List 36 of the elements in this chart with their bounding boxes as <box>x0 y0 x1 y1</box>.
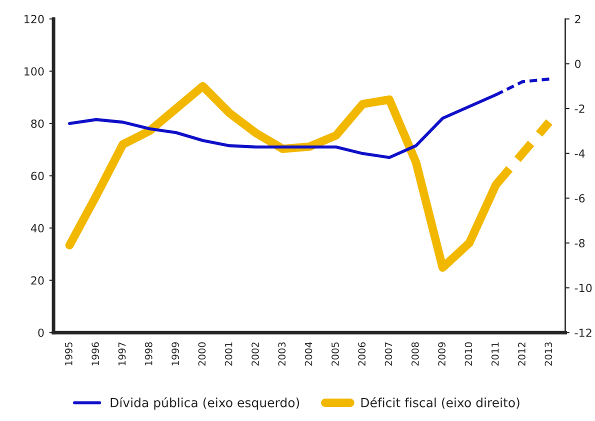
x-tick-label: 2003 <box>278 342 286 366</box>
x-tick-label: 2005 <box>332 342 339 366</box>
y2-tick-label: -6 <box>574 194 585 203</box>
y-tick-label: 0 <box>38 328 44 337</box>
y-tick-label: 40 <box>30 224 44 232</box>
legend-label: Dívida pública (eixo esquerdo) <box>110 397 300 410</box>
x-tick-label: 2010 <box>464 342 472 366</box>
y2-tick-label: -10 <box>574 284 592 292</box>
x-tick-label: 2006 <box>358 342 366 366</box>
x-tick-label: 1997 <box>118 342 126 366</box>
x-tick-label: 2007 <box>384 342 392 366</box>
x-tick-label: 2008 <box>411 342 419 366</box>
x-tick-label: 2004 <box>304 342 312 366</box>
y2-tick-label: -4 <box>574 149 585 158</box>
y2-tick-label: -8 <box>574 238 585 248</box>
x-tick-label: 1999 <box>172 342 179 366</box>
legend-label: Déficit fiscal (eixo direito) <box>361 397 520 409</box>
x-tick-label: 2013 <box>544 342 552 366</box>
y-tick-label: 80 <box>31 119 44 128</box>
x-tick-label: 2012 <box>518 342 526 366</box>
y2-tick-label: 2 <box>575 14 580 24</box>
x-tick-label: 2009 <box>438 342 446 366</box>
y-tick-label: 120 <box>24 14 44 24</box>
x-tick-label: 2001 <box>224 342 232 366</box>
x-tick-label: 2011 <box>491 342 499 366</box>
y2-tick-label: 0 <box>575 60 581 68</box>
x-tick-label: 1995 <box>65 342 72 366</box>
x-tick-label: 1996 <box>92 342 100 366</box>
y-tick-label: 20 <box>31 276 44 285</box>
y2-tick-label: -2 <box>574 104 584 113</box>
x-tick-label: 2000 <box>198 342 206 366</box>
x-tick-label: 2002 <box>252 342 259 366</box>
x-tick-label: 1998 <box>144 342 152 366</box>
y2-tick-label: -12 <box>574 328 592 337</box>
y-tick-label: 100 <box>24 67 44 76</box>
y-tick-label: 60 <box>31 172 44 180</box>
